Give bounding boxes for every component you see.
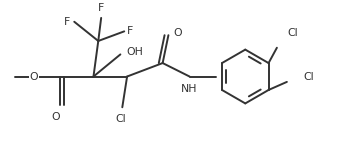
Text: Cl: Cl bbox=[287, 28, 298, 38]
Text: Cl: Cl bbox=[303, 72, 313, 82]
Text: OH: OH bbox=[126, 48, 143, 58]
Text: O: O bbox=[30, 72, 38, 82]
Text: F: F bbox=[127, 26, 134, 36]
Text: NH: NH bbox=[181, 84, 198, 94]
Text: F: F bbox=[64, 17, 70, 27]
Text: F: F bbox=[98, 3, 104, 13]
Text: O: O bbox=[173, 28, 182, 38]
Text: O: O bbox=[52, 112, 60, 122]
Text: Cl: Cl bbox=[115, 114, 126, 124]
